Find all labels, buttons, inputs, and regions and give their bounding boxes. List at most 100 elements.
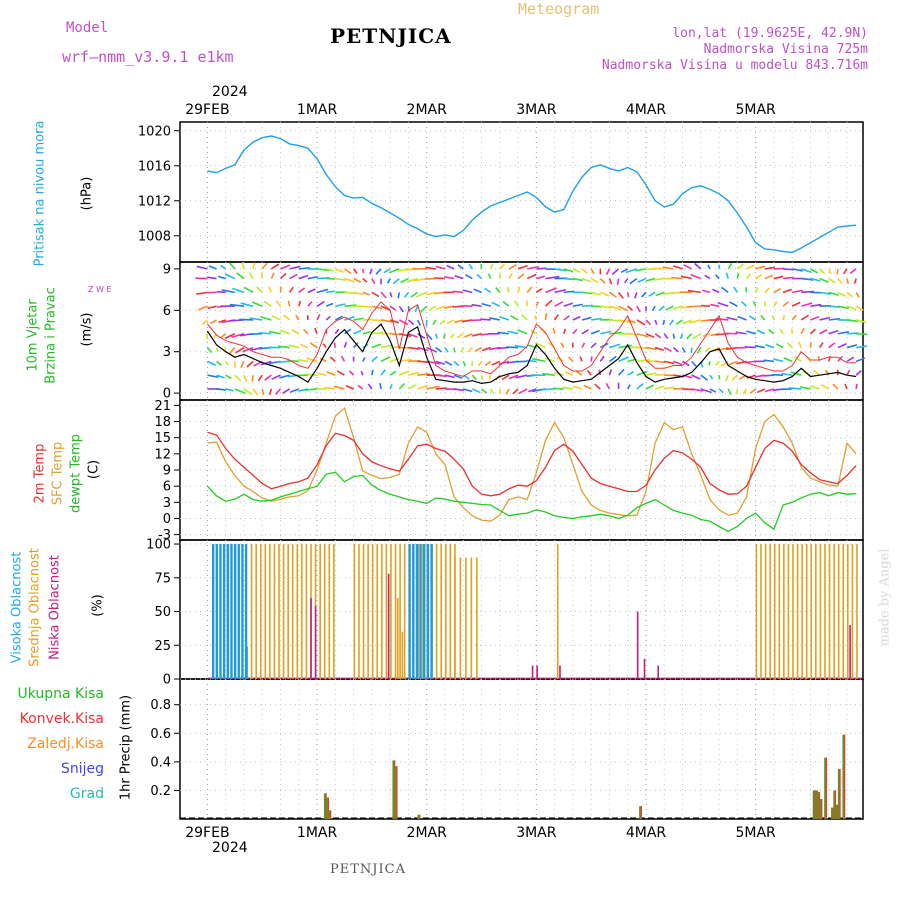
wind-gust-line <box>207 301 857 378</box>
wind-arrow <box>380 356 391 363</box>
wind-arrow <box>216 360 223 366</box>
cloud-bar <box>399 544 401 679</box>
wind-arrow <box>625 268 638 274</box>
wind-arrow <box>474 346 482 352</box>
wind-arrow <box>417 372 430 376</box>
wind-arrow <box>224 333 236 340</box>
wind-arrow <box>249 317 263 321</box>
cloud-bar <box>849 625 851 679</box>
wind-arrow <box>510 315 519 321</box>
wind-arrow <box>497 331 510 335</box>
wind-arrow <box>581 316 592 321</box>
y-tick-label: 15 <box>154 431 171 446</box>
wind-arrow <box>526 273 537 280</box>
wind-arrow <box>679 333 684 340</box>
wind-arrow <box>786 342 793 349</box>
cloud-bar <box>559 665 561 679</box>
cloud-bar <box>636 611 639 679</box>
wind-arrow <box>218 319 226 324</box>
cloud-bar <box>219 544 222 679</box>
wind-arrow <box>343 341 348 348</box>
wind-arrow <box>444 374 455 379</box>
cloud-bar <box>246 646 248 679</box>
wind-arrow <box>462 289 473 294</box>
wind-arrow <box>371 356 378 362</box>
wind-arrow <box>855 319 867 324</box>
wind-arrow <box>398 383 406 390</box>
wind-arrow <box>314 327 318 335</box>
wind-arrow <box>271 374 281 380</box>
wind-arrow <box>690 273 702 280</box>
y-tick-label: 21 <box>154 399 171 414</box>
cloud-bar <box>819 544 822 679</box>
wind-arrow <box>810 268 819 274</box>
wind-arrow <box>686 333 693 340</box>
wind-arrow <box>673 360 683 366</box>
cloud-bar <box>401 631 404 679</box>
panel-frame-0 <box>179 121 864 263</box>
wind-arrow <box>353 329 362 335</box>
wind-arrow <box>627 384 631 390</box>
wind-arrow <box>270 272 275 279</box>
cloud-bar <box>810 544 813 679</box>
cloud-bar <box>358 544 360 679</box>
wind-arrow <box>700 388 712 394</box>
wind-arrow <box>773 287 781 294</box>
wind-arrow <box>361 268 365 274</box>
wind-arrow <box>581 342 586 348</box>
cloud-bar <box>412 544 415 679</box>
wind-arrow <box>335 268 344 274</box>
wind-arrow <box>435 374 447 378</box>
wind-arrow <box>572 315 581 321</box>
product-title: Meteogram <box>518 0 600 18</box>
wind-arrow <box>717 301 729 307</box>
wind-arrow <box>562 386 574 390</box>
cloud-bar <box>769 544 771 679</box>
wind-arrow <box>691 388 703 392</box>
wind-arrow <box>740 300 748 307</box>
wind-arrow <box>508 374 519 380</box>
wind-arrow <box>781 372 793 376</box>
cloud-bar <box>419 544 422 679</box>
wind-arrow <box>389 383 393 390</box>
wind-arrow <box>645 277 656 282</box>
precip-legend-frozen: Zaledj.Kisa <box>27 736 104 752</box>
wind-arrow <box>289 265 301 270</box>
wind-arrow <box>206 276 217 280</box>
wind-arrow <box>623 278 629 284</box>
cloud-bar <box>408 544 411 679</box>
wind-arrow <box>714 274 720 280</box>
wind-arrow <box>386 278 391 284</box>
cloud-bar <box>278 544 280 679</box>
wind-arrow <box>380 291 387 299</box>
wind-arrow <box>718 388 724 394</box>
wind-arrow <box>454 274 464 280</box>
wind-arrow <box>773 358 784 363</box>
wind-arrow <box>675 319 683 325</box>
wind-arrow <box>568 356 574 362</box>
x-day-label-bottom: 29FEB <box>185 825 229 841</box>
wind-arrow <box>392 277 400 285</box>
wind-arrow <box>727 360 738 366</box>
wind-arrow <box>453 388 465 392</box>
wind-arrow <box>506 286 510 293</box>
wind-arrow <box>837 291 847 298</box>
wind-arrow <box>837 305 849 310</box>
wind-arrow <box>335 277 346 282</box>
wind-arrow <box>243 388 253 396</box>
wind-arrow <box>444 275 455 280</box>
cloud-bar <box>778 544 781 679</box>
wind-arrow <box>428 305 437 311</box>
wind-arrow <box>307 301 313 307</box>
wind-arrow <box>710 303 720 307</box>
temp-title-dewpt: dewpt Temp <box>68 434 84 514</box>
x-day-label-top: 1MAR <box>297 102 338 118</box>
y-tick-label: 6 <box>163 304 171 319</box>
wind-arrow <box>828 268 832 275</box>
wind-arrow <box>465 274 473 280</box>
wind-arrow <box>499 263 506 270</box>
wind-arrow <box>782 268 794 271</box>
wind-arrow <box>756 388 766 394</box>
wind-arrow <box>268 286 273 293</box>
wind-arrow <box>544 299 553 307</box>
